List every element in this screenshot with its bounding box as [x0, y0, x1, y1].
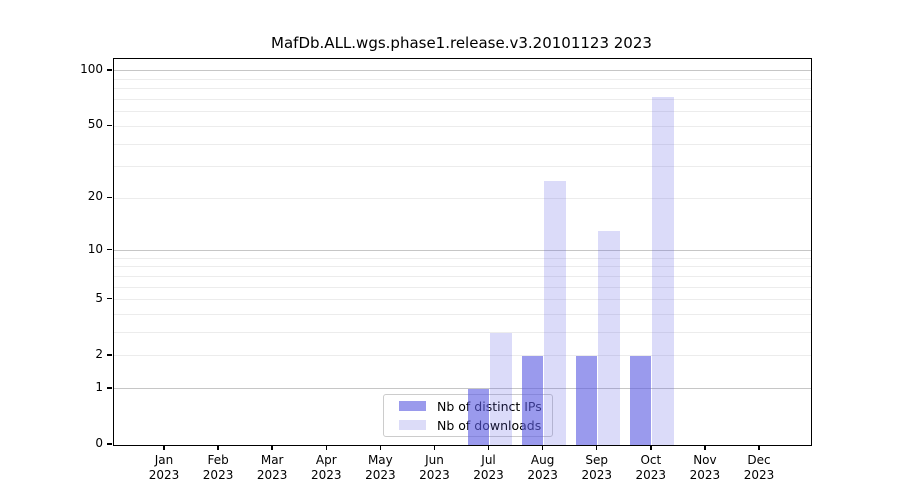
gridline-80: [114, 88, 811, 90]
y-tick-1: [107, 387, 112, 389]
y-tick-label-5: 5: [95, 290, 103, 305]
x-tick-label-may: May 2023: [365, 453, 396, 482]
x-tick-sep: [596, 445, 598, 451]
x-tick-label-sep: Sep 2023: [581, 453, 612, 482]
x-tick-apr: [325, 445, 327, 451]
x-tick-label-jan: Jan 2023: [148, 453, 180, 482]
x-tick-jun: [433, 445, 436, 451]
gridline-2: [114, 355, 811, 357]
x-tick-jan: [163, 445, 165, 451]
x-tick-label-dec: Dec 2023: [743, 453, 775, 482]
x-tick-label-jul: Jul 2023: [473, 453, 504, 482]
y-tick-10: [107, 248, 112, 251]
bar-distinct-ips-oct: [629, 355, 652, 445]
gridline-30: [114, 166, 811, 168]
legend-label-downloads: Nb of downloads: [437, 417, 542, 433]
gridline-60: [114, 111, 811, 113]
y-tick-label-100: 100: [80, 61, 103, 76]
gridline-9: [114, 257, 811, 259]
y-tick-label-0: 0: [95, 436, 103, 450]
gridline-90: [114, 78, 811, 80]
legend-item-distinct-ips: Nb of distinct IPs: [392, 399, 544, 414]
y-tick-2: [107, 354, 112, 356]
bar-downloads-sep: [598, 231, 620, 445]
gridlines-layer: [114, 59, 811, 445]
x-tick-aug: [541, 445, 544, 451]
gridline-100: [114, 70, 811, 72]
gridline-20: [114, 197, 811, 199]
gridline-7: [114, 275, 811, 277]
x-tick-label-jun: Jun 2023: [419, 453, 450, 482]
gridline-1: [114, 388, 811, 390]
x-tick-label-feb: Feb 2023: [202, 453, 234, 482]
x-tick-label-nov: Nov 2023: [689, 453, 721, 482]
legend-swatch-downloads: [399, 420, 426, 430]
gridline-4: [114, 314, 811, 316]
x-tick-may: [379, 445, 382, 451]
x-tick-feb: [217, 445, 219, 451]
y-tick-5: [107, 298, 112, 300]
bar-downloads-oct: [652, 97, 674, 445]
gridline-70: [114, 99, 811, 100]
gridline-50: [114, 125, 811, 127]
y-tick-label-50: 50: [87, 117, 103, 132]
x-tick-label-oct: Oct 2023: [635, 453, 667, 482]
gridline-5: [114, 299, 811, 301]
bar-distinct-ips-jul: [467, 388, 490, 445]
y-tick-50: [107, 124, 112, 126]
x-tick-mar: [271, 445, 273, 451]
y-tick-label-10: 10: [87, 241, 103, 256]
x-tick-dec: [758, 445, 760, 451]
gridline-6: [114, 286, 811, 288]
y-tick-100: [107, 69, 112, 71]
plot-area: Nb of distinct IPs Nb of downloads: [113, 58, 812, 446]
x-tick-oct: [650, 445, 652, 451]
legend-swatch-distinct-ips: [399, 401, 426, 411]
gridline-40: [114, 143, 811, 145]
y-tick-label-1: 1: [95, 379, 103, 394]
legend-item-downloads: Nb of downloads: [392, 418, 544, 433]
x-tick-label-aug: Aug 2023: [527, 453, 558, 482]
legend-label-distinct-ips: Nb of distinct IPs: [437, 398, 542, 414]
bar-distinct-ips-aug: [521, 355, 544, 445]
x-tick-label-mar: Mar 2023: [256, 453, 288, 482]
chart-title: MafDb.ALL.wgs.phase1.release.v3.20101123…: [271, 34, 652, 52]
bars-layer: [114, 59, 811, 445]
x-tick-jul: [487, 445, 490, 451]
gridline-8: [114, 266, 811, 268]
y-tick-label-20: 20: [87, 189, 103, 204]
gridline-3: [114, 332, 811, 334]
bar-downloads-jul: [490, 332, 512, 445]
y-tick-label-2: 2: [95, 346, 103, 361]
x-tick-label-apr: Apr 2023: [310, 453, 342, 482]
y-tick-20: [107, 196, 112, 198]
gridline-10: [114, 250, 811, 252]
bar-distinct-ips-sep: [575, 355, 598, 445]
bar-downloads-aug: [544, 180, 566, 445]
y-tick-0: [107, 443, 112, 445]
x-tick-nov: [704, 445, 706, 451]
